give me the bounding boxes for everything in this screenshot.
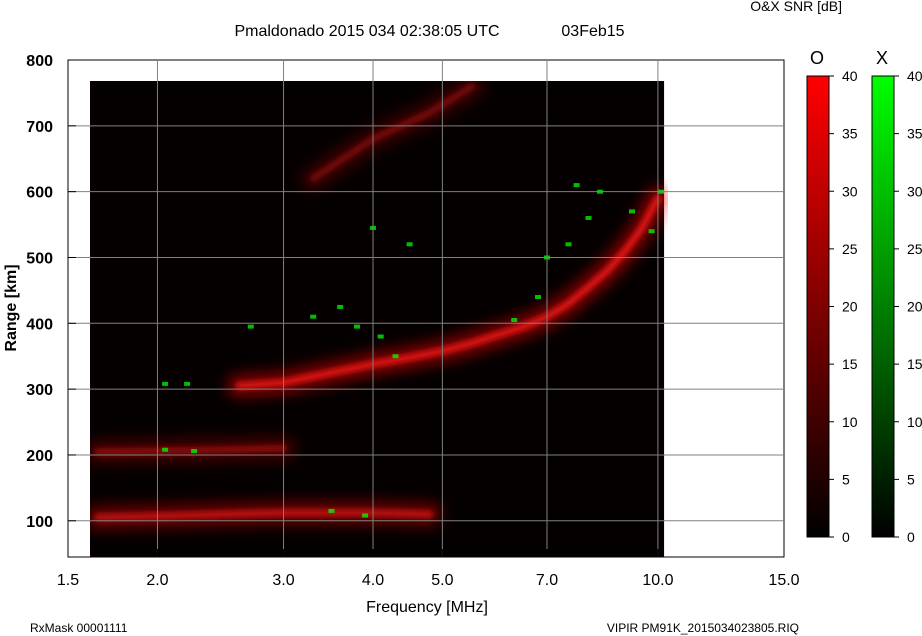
- x-mode-point: [362, 513, 369, 518]
- y-tick-label: 800: [26, 53, 53, 70]
- x-tick-label: 7.0: [536, 572, 558, 589]
- y-tick-label: 400: [26, 316, 53, 333]
- colorbar-tick-label: 10: [842, 414, 858, 430]
- y-axis-ticks: 100 200 300 400 500 600 700 800: [26, 53, 76, 531]
- x-mode-point: [629, 209, 635, 214]
- colorbar-x: X 0 5 10 15 20 25 30 35 40: [871, 48, 922, 545]
- grid: [68, 60, 784, 557]
- colorbar-tick-label: 40: [842, 68, 858, 84]
- x-mode-point: [648, 229, 655, 234]
- colorbar-x-label: X: [876, 48, 888, 68]
- o-trace-0: [94, 509, 434, 521]
- chart-title: Pmaldonado 2015 034 02:38:05 UTC: [234, 23, 499, 40]
- x-tick-label: 5.0: [431, 572, 453, 589]
- colorbar-tick-label: 5: [907, 471, 915, 487]
- colorbar-tick-label: 20: [842, 299, 858, 315]
- colorbar-o: O 0 5 10 15 20 25 30 35 40: [806, 48, 858, 545]
- x-mode-point: [535, 295, 541, 299]
- x-mode-point: [328, 508, 335, 513]
- colorbar-o-gradient: [806, 75, 830, 538]
- x-mode-point: [511, 318, 518, 322]
- x-mode-point: [392, 354, 399, 359]
- x-mode-point: [573, 183, 580, 188]
- x-mode-point: [247, 324, 254, 329]
- y-tick-label: 600: [26, 185, 53, 202]
- x-mode-point: [565, 242, 572, 247]
- x-tick-label: 2.0: [146, 572, 168, 589]
- colorbar-tick-label: 20: [907, 299, 922, 315]
- footer-rxmask: RxMask 00001111: [30, 621, 128, 635]
- x-mode-point: [354, 324, 360, 329]
- colorbar-tick-label: 5: [842, 471, 850, 487]
- y-tick-label: 700: [26, 119, 53, 136]
- y-axis-label: Range [km]: [3, 264, 20, 351]
- x-tick-label: 3.0: [272, 572, 294, 589]
- x-axis-label: Frequency [MHz]: [366, 599, 488, 616]
- o-trace-1: [94, 444, 287, 456]
- footer-file: VIPIR PM91K_2015034023805.RIQ: [607, 621, 799, 635]
- y-tick-label: 200: [26, 448, 53, 465]
- snr-label: O&X SNR [dB]: [750, 0, 842, 14]
- x-tick-label: 1.5: [57, 572, 79, 589]
- colorbar-o-label: O: [810, 48, 824, 68]
- x-mode-point: [310, 314, 317, 319]
- x-mode-point: [585, 216, 592, 220]
- x-mode-point: [406, 242, 413, 247]
- colorbar-tick-label: 15: [842, 356, 858, 372]
- colorbar-x-gradient: [871, 75, 895, 538]
- colorbar-tick-label: 25: [842, 241, 858, 257]
- x-tick-label: 4.0: [362, 572, 384, 589]
- ionogram-data: [90, 81, 668, 557]
- data-background: [90, 81, 665, 557]
- x-mode-point: [377, 334, 384, 339]
- colorbar-tick-label: 25: [907, 241, 922, 257]
- colorbar-tick-label: 0: [907, 529, 915, 545]
- x-mode-point: [162, 381, 169, 386]
- y-tick-label: 300: [26, 382, 53, 399]
- y-tick-label: 500: [26, 250, 53, 267]
- colorbar-tick-label: 10: [907, 414, 922, 430]
- colorbar-tick-label: 35: [907, 126, 922, 142]
- colorbar-tick-label: 30: [842, 183, 858, 199]
- x-mode-point: [184, 381, 191, 386]
- x-tick-label: 15.0: [768, 572, 799, 589]
- colorbar-tick-label: 0: [842, 529, 850, 545]
- colorbar-tick-label: 30: [907, 183, 922, 199]
- chart-date: 03Feb15: [561, 23, 624, 40]
- x-mode-point: [191, 449, 198, 453]
- colorbar-tick-label: 35: [842, 126, 858, 142]
- x-tick-label: 10.0: [642, 572, 673, 589]
- x-mode-point: [337, 304, 344, 309]
- x-axis-ticks: 1.5 2.0 3.0 4.0 5.0 7.0 10.0 15.0: [57, 549, 800, 589]
- x-mode-point: [162, 447, 169, 452]
- colorbar-tick-label: 40: [907, 68, 922, 84]
- colorbar-tick-label: 15: [907, 356, 922, 372]
- o-trace-2: [235, 194, 662, 390]
- y-tick-label: 100: [26, 514, 53, 531]
